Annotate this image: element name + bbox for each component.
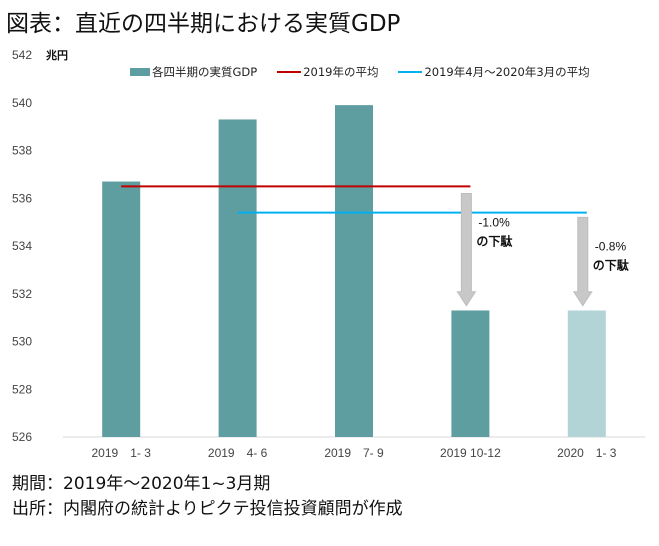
legend-swatch-2019-avg — [277, 71, 302, 73]
legend-item-fy-avg: 2019年4月～2020年3月の平均 — [398, 64, 590, 80]
y-tick-label: 532 — [12, 287, 32, 301]
y-axis-unit: 兆円 — [46, 49, 68, 62]
bar — [102, 181, 141, 437]
legend-item-2019-avg: 2019年の平均 — [277, 64, 378, 80]
chart-title: 図表：直近の四半期における実質GDP — [6, 11, 401, 37]
x-tick-label: 2020 1- 3 — [557, 446, 617, 460]
y-tick-label: 542 — [12, 48, 32, 62]
y-tick-label: 536 — [12, 191, 32, 205]
bar — [567, 310, 606, 437]
annotation-percent: -0.8% — [595, 239, 627, 253]
legend-label-gdp: 各四半期の実質GDP — [152, 65, 258, 79]
legend-label-2019-avg: 2019年の平均 — [303, 65, 379, 79]
bar — [335, 105, 373, 437]
x-tick-label: 2019 4- 6 — [208, 446, 268, 460]
x-tick-label: 2019 7- 9 — [324, 446, 384, 460]
annotation-label: の下駄 — [593, 257, 630, 272]
down-arrow-icon — [572, 216, 593, 307]
legend-label-fy-avg: 2019年4月～2020年3月の平均 — [424, 65, 590, 79]
footer-period: 期間：2019年～2020年1~3月期 — [12, 474, 271, 494]
y-tick-label: 526 — [12, 430, 32, 444]
x-tick-label: 2019 10-12 — [440, 446, 501, 460]
y-tick-label: 540 — [12, 96, 32, 110]
legend-swatch-gdp — [130, 68, 150, 76]
annotation-percent: -1.0% — [478, 215, 510, 229]
legend-swatch-fy-avg — [398, 71, 423, 73]
legend-item-gdp: 各四半期の実質GDP — [130, 64, 257, 80]
bar — [218, 119, 257, 438]
y-tick-label: 528 — [12, 382, 32, 396]
y-tick-label: 530 — [12, 335, 32, 349]
y-tick-label: 534 — [12, 239, 32, 253]
down-arrow-icon — [456, 192, 477, 307]
bar — [451, 310, 490, 437]
annotation-label: の下駄 — [476, 233, 513, 248]
x-tick-label: 2019 1- 3 — [92, 446, 152, 460]
footer-source: 出所：内閣府の統計よりピクテ投信投資顧問が作成 — [12, 499, 403, 519]
y-tick-label: 538 — [12, 144, 32, 158]
legend: 各四半期の実質GDP 2019年の平均 2019年4月～2020年3月の平均 — [130, 64, 610, 80]
